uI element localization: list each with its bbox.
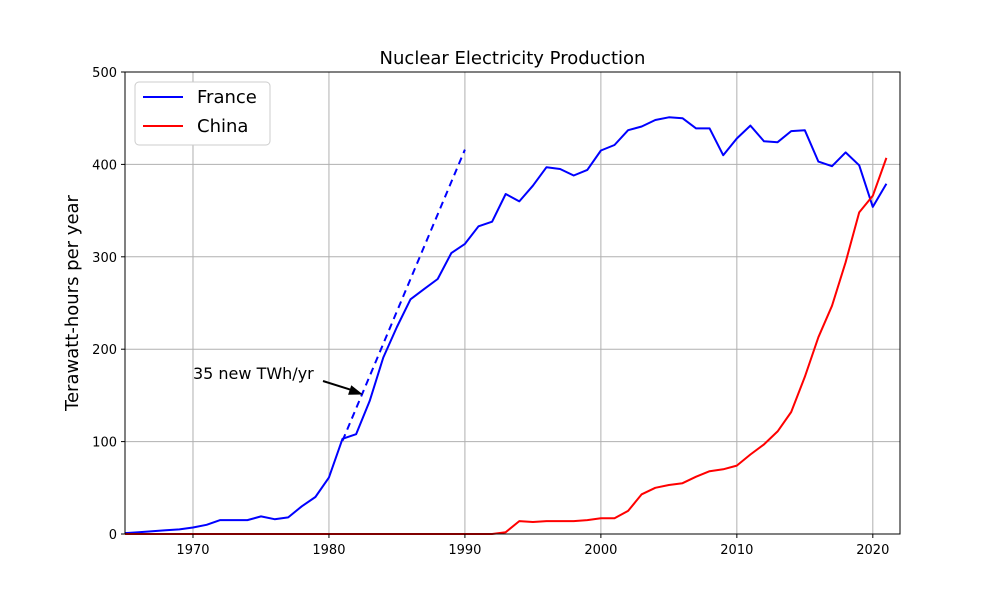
x-tick-label: 1980	[312, 543, 345, 558]
y-tick-label: 100	[92, 436, 117, 451]
x-tick-label: 2000	[584, 543, 617, 558]
trend-line	[341, 149, 466, 442]
annotation-arrow-head	[348, 385, 363, 395]
x-tick-label: 1990	[448, 543, 481, 558]
chart-title: Nuclear Electricity Production	[380, 48, 646, 69]
x-tick-label: 1970	[176, 543, 209, 558]
annotation: 35 new TWh/yr	[193, 364, 363, 395]
series-line-france	[124, 116, 888, 535]
plot-frame	[124, 71, 901, 535]
y-axis-label: Terawatt-hours per year	[62, 194, 83, 412]
x-tick-label: 2020	[856, 543, 889, 558]
x-tick-label: 2010	[720, 543, 753, 558]
y-tick-label: 300	[92, 251, 117, 266]
legend-label-france: France	[197, 87, 257, 108]
legend: France China	[134, 81, 271, 146]
annotation-text: 35 new TWh/yr	[193, 364, 314, 383]
y-tick-label: 200	[92, 343, 117, 358]
y-tick-label: 400	[92, 158, 117, 173]
legend-label-china: China	[197, 116, 248, 137]
annotation-arrow-line	[322, 380, 354, 392]
ticks: 1970 1980 1990 2000 2010 2020 0 100 200 300 400 500	[92, 66, 889, 558]
y-tick-label: 500	[92, 66, 117, 81]
y-tick-label: 0	[109, 528, 117, 543]
